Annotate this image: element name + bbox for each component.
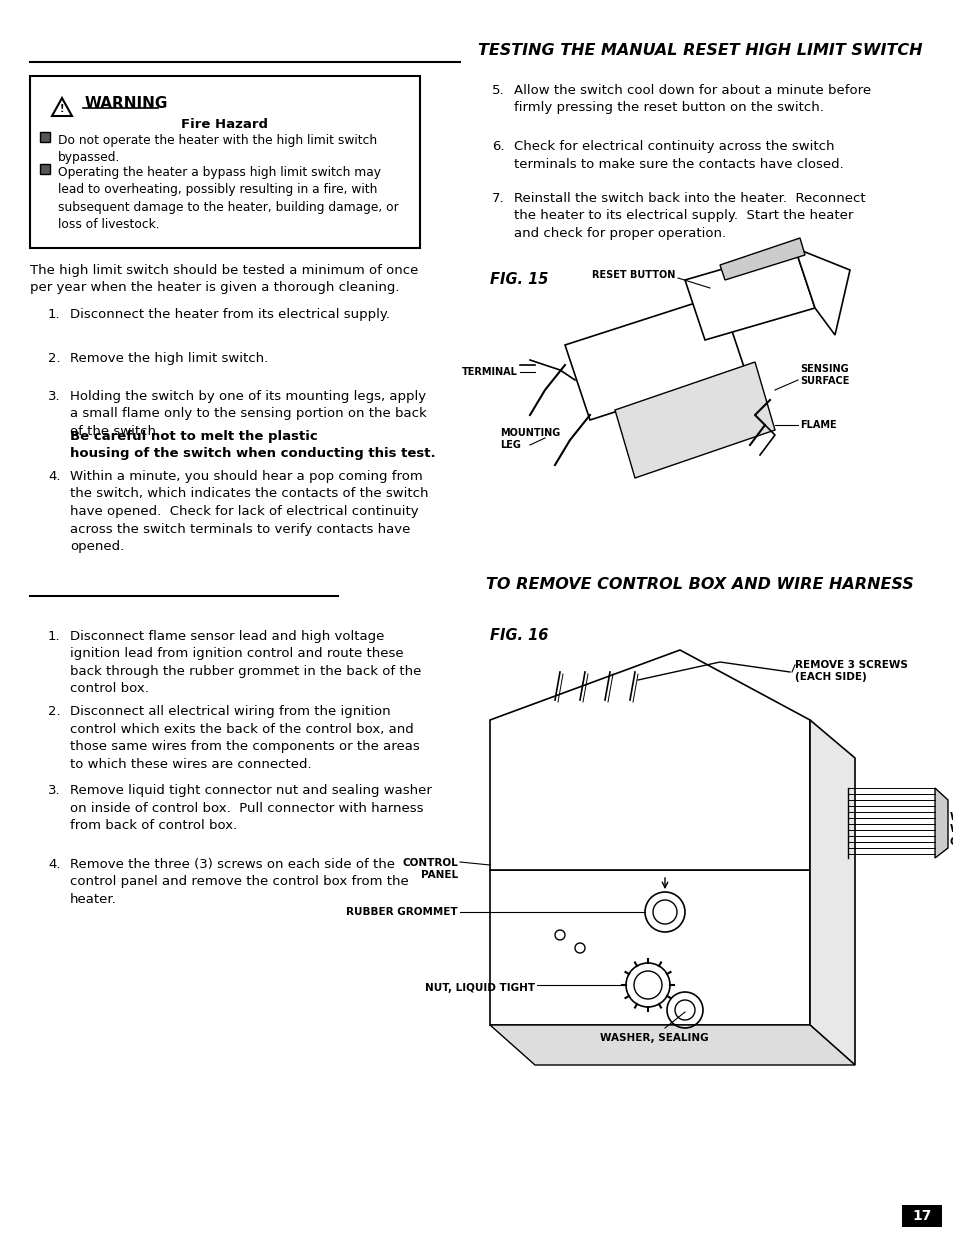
- Text: 3.: 3.: [48, 784, 61, 797]
- Text: TO REMOVE CONTROL BOX AND WIRE HARNESS: TO REMOVE CONTROL BOX AND WIRE HARNESS: [486, 577, 913, 592]
- Text: TESTING THE MANUAL RESET HIGH LIMIT SWITCH: TESTING THE MANUAL RESET HIGH LIMIT SWIT…: [477, 43, 922, 58]
- Text: 2.: 2.: [48, 352, 61, 366]
- Text: Do not operate the heater with the high limit switch
bypassed.: Do not operate the heater with the high …: [58, 135, 376, 164]
- Text: Disconnect the heater from its electrical supply.: Disconnect the heater from its electrica…: [70, 308, 390, 321]
- Text: Fire Hazard: Fire Hazard: [181, 119, 268, 131]
- Text: SENSING
SURFACE: SENSING SURFACE: [800, 364, 848, 387]
- Text: Within a minute, you should hear a pop coming from
the switch, which indicates t: Within a minute, you should hear a pop c…: [70, 471, 428, 553]
- Text: Remove the high limit switch.: Remove the high limit switch.: [70, 352, 268, 366]
- Text: Check for electrical continuity across the switch
terminals to make sure the con: Check for electrical continuity across t…: [514, 140, 842, 170]
- Text: FIG. 15: FIG. 15: [490, 272, 548, 287]
- Text: 2.: 2.: [48, 705, 61, 718]
- Text: RESET BUTTON: RESET BUTTON: [591, 270, 675, 280]
- Text: The high limit switch should be tested a minimum of once
per year when the heate: The high limit switch should be tested a…: [30, 264, 418, 294]
- Polygon shape: [490, 1025, 854, 1065]
- Text: Operating the heater a bypass high limit switch may
lead to overheating, possibl: Operating the heater a bypass high limit…: [58, 165, 398, 231]
- Text: Remove the three (3) screws on each side of the
control panel and remove the con: Remove the three (3) screws on each side…: [70, 858, 408, 906]
- Polygon shape: [934, 788, 947, 858]
- Text: REMOVE 3 SCREWS
(EACH SIDE): REMOVE 3 SCREWS (EACH SIDE): [794, 659, 907, 683]
- Text: WASHER, SEALING: WASHER, SEALING: [599, 1032, 708, 1044]
- FancyBboxPatch shape: [30, 77, 419, 248]
- FancyBboxPatch shape: [40, 132, 50, 142]
- Polygon shape: [809, 720, 854, 1065]
- Text: WIRE HARNESS
WITH WATER TIGHT
CONNECTOR: WIRE HARNESS WITH WATER TIGHT CONNECTOR: [949, 811, 953, 847]
- Text: 4.: 4.: [48, 471, 60, 483]
- Text: RUBBER GROMMET: RUBBER GROMMET: [346, 906, 457, 918]
- Text: Holding the switch by one of its mounting legs, apply
a small flame only to the : Holding the switch by one of its mountin…: [70, 390, 426, 438]
- Text: MOUNTING
LEG: MOUNTING LEG: [499, 429, 559, 451]
- Text: 3.: 3.: [48, 390, 61, 403]
- Text: CONTROL
PANEL: CONTROL PANEL: [402, 858, 457, 881]
- Text: !: !: [60, 104, 64, 114]
- Text: Allow the switch cool down for about a minute before
firmly pressing the reset b: Allow the switch cool down for about a m…: [514, 84, 870, 115]
- Polygon shape: [684, 248, 814, 340]
- Text: 1.: 1.: [48, 630, 61, 643]
- Text: NUT, LIQUID TIGHT: NUT, LIQUID TIGHT: [424, 983, 535, 993]
- Text: Disconnect all electrical wiring from the ignition
control which exits the back : Disconnect all electrical wiring from th…: [70, 705, 419, 771]
- Text: 6.: 6.: [492, 140, 504, 153]
- Text: 4.: 4.: [48, 858, 60, 871]
- Text: 17: 17: [911, 1209, 931, 1223]
- Polygon shape: [615, 362, 774, 478]
- Text: FIG. 16: FIG. 16: [490, 629, 548, 643]
- Polygon shape: [490, 650, 809, 869]
- FancyBboxPatch shape: [40, 164, 50, 174]
- FancyBboxPatch shape: [901, 1205, 941, 1228]
- Polygon shape: [564, 295, 744, 420]
- Text: Disconnect flame sensor lead and high voltage
ignition lead from ignition contro: Disconnect flame sensor lead and high vo…: [70, 630, 421, 695]
- Polygon shape: [794, 248, 849, 335]
- Text: Be careful not to melt the plastic
housing of the switch when conducting this te: Be careful not to melt the plastic housi…: [70, 430, 436, 461]
- Text: Remove liquid tight connector nut and sealing washer
on inside of control box.  : Remove liquid tight connector nut and se…: [70, 784, 432, 832]
- Text: 1.: 1.: [48, 308, 61, 321]
- Text: TERMINAL: TERMINAL: [461, 367, 517, 377]
- Text: Reinstall the switch back into the heater.  Reconnect
the heater to its electric: Reinstall the switch back into the heate…: [514, 191, 864, 240]
- Polygon shape: [720, 238, 804, 280]
- Text: 5.: 5.: [492, 84, 504, 98]
- Text: FLAME: FLAME: [800, 420, 836, 430]
- Text: 7.: 7.: [492, 191, 504, 205]
- Polygon shape: [490, 869, 809, 1025]
- Text: WARNING: WARNING: [85, 96, 168, 111]
